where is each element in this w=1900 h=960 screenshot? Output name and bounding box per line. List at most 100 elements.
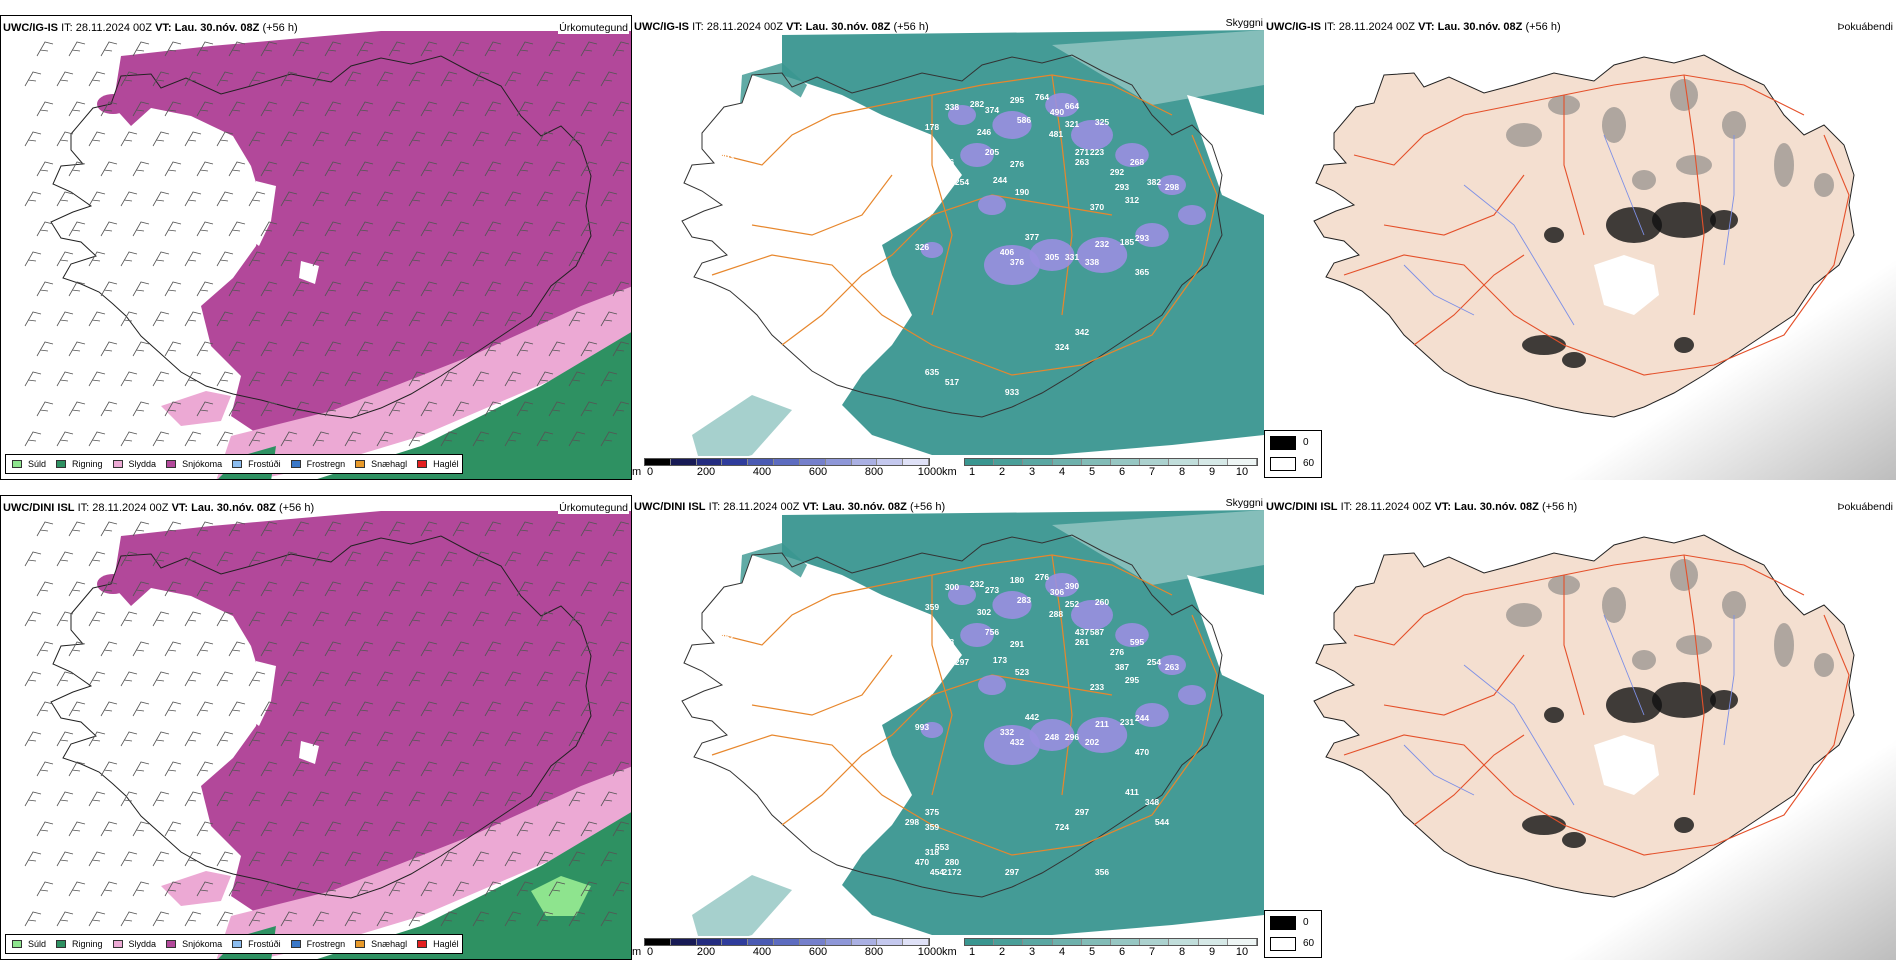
legend-label: Súld bbox=[28, 459, 47, 469]
lead-time: (+56 h) bbox=[909, 501, 946, 513]
sleet-patch bbox=[161, 871, 231, 906]
legend-swatch bbox=[232, 940, 243, 948]
elevation-label: 370 bbox=[1090, 202, 1104, 212]
visibility-colorbar: km 1 2 3 4 5 6 7 8 9 10 bbox=[942, 456, 1260, 478]
visibility-tick: 1 bbox=[968, 466, 976, 478]
road-network bbox=[1343, 74, 1850, 376]
base-tick: 800 bbox=[864, 946, 884, 958]
it-value: 28.11.2024 00Z bbox=[706, 21, 783, 33]
panel-title: Úrkomutegund bbox=[558, 22, 629, 34]
elevation-label: 470 bbox=[915, 857, 929, 867]
elevation-label: 276 bbox=[1110, 647, 1124, 657]
rain-area bbox=[317, 812, 631, 959]
elevation-label: 442 bbox=[1025, 712, 1039, 722]
elevation-label: 244 bbox=[1135, 713, 1149, 723]
visibility-tick: 9 bbox=[1208, 466, 1216, 478]
legend-label: Haglél bbox=[433, 939, 459, 949]
visibility-tick: 10 bbox=[1235, 466, 1249, 478]
legend-swatch bbox=[12, 940, 22, 948]
clear-zone bbox=[1594, 255, 1659, 315]
legend-swatch bbox=[290, 460, 301, 468]
legend-item: Slydda bbox=[112, 459, 156, 469]
clear-area bbox=[1187, 95, 1264, 215]
legend-swatch bbox=[166, 460, 177, 468]
base-tick: 1000 bbox=[917, 946, 943, 958]
elevation-label: 454 bbox=[930, 867, 944, 877]
vt-value: Lau. 30.nóv. 08Z bbox=[822, 501, 907, 513]
base-unit: m bbox=[632, 466, 642, 478]
vt-label: VT: bbox=[1418, 21, 1435, 33]
visibility-tick: 3 bbox=[1028, 466, 1036, 478]
fog-key-black-label: 0 bbox=[1303, 917, 1309, 928]
fog-indicator-panel: UWC/IG-IS IT: 28.11.2024 00Z VT: Lau. 30… bbox=[1264, 15, 1896, 480]
legend-swatch bbox=[166, 940, 177, 948]
elevation-label: 297 bbox=[1005, 867, 1019, 877]
elevation-label: 523 bbox=[1015, 667, 1029, 677]
fog-key: 0 60 bbox=[1264, 430, 1322, 478]
fog-patches bbox=[1506, 79, 1834, 197]
elevation-label: 411 bbox=[1125, 787, 1139, 797]
legend-label: Rigning bbox=[72, 939, 103, 949]
visibility-tick: 5 bbox=[1088, 466, 1096, 478]
elevation-label: 387 bbox=[1115, 662, 1129, 672]
land-area bbox=[1313, 54, 1855, 418]
elevation-label: 375 bbox=[925, 807, 939, 817]
elevation-label: 173 bbox=[993, 655, 1007, 665]
sleet-band bbox=[216, 766, 631, 959]
visibility-tick: 4 bbox=[1058, 946, 1066, 958]
elevation-label: 178 bbox=[925, 122, 939, 132]
base-tick: 200 bbox=[696, 946, 716, 958]
it-label: IT: bbox=[1324, 21, 1336, 33]
elevation-label: 470 bbox=[1135, 747, 1149, 757]
elevation-label: 295 bbox=[1010, 95, 1024, 105]
elevation-label: 231 bbox=[1120, 717, 1134, 727]
base-tick: 600 bbox=[808, 466, 828, 478]
legend-swatch bbox=[56, 460, 67, 468]
elevation-label: 268 bbox=[1130, 157, 1144, 167]
elevation-label: 724 bbox=[1055, 822, 1069, 832]
it-label: IT: bbox=[77, 502, 90, 514]
elevation-label: 933 bbox=[1005, 387, 1019, 397]
low-cloud-patch bbox=[692, 875, 792, 950]
base-tick: 400 bbox=[752, 946, 772, 958]
road-network bbox=[711, 74, 1218, 376]
elevation-label: 273 bbox=[985, 585, 999, 595]
elevation-label: 186 bbox=[940, 157, 954, 167]
lead-time: (+56 h) bbox=[1541, 501, 1578, 513]
panel-header: UWC/IG-IS IT: 28.11.2024 00Z VT: Lau. 30… bbox=[3, 22, 298, 34]
elevation-label: 254 bbox=[1147, 657, 1161, 667]
fog-indicator-map bbox=[1264, 495, 1896, 960]
elevation-label: 260 bbox=[1095, 597, 1109, 607]
colorbar-visibility bbox=[964, 938, 1258, 946]
legend-item: Snjókoma bbox=[166, 939, 222, 949]
rain-area bbox=[317, 332, 631, 479]
legend-label: Snjókoma bbox=[182, 459, 223, 469]
river-network bbox=[1403, 134, 1735, 326]
elevation-label: 295 bbox=[1125, 675, 1139, 685]
vt-value: Lau. 30.nóv. 08Z bbox=[1454, 501, 1539, 513]
legend-label: Snjókoma bbox=[182, 939, 223, 949]
elevation-label: 261 bbox=[1075, 637, 1089, 647]
elevation-label: 292 bbox=[1110, 167, 1124, 177]
fog-key-black bbox=[1270, 436, 1296, 450]
elevation-label: 271 bbox=[1075, 147, 1089, 157]
legend-item: Súld bbox=[12, 459, 46, 469]
visibility-tick: 6 bbox=[1118, 946, 1126, 958]
precip-legend: Súld Rigning Slydda Snjókoma Frostúði Frostre… bbox=[5, 454, 463, 474]
clear-area bbox=[1187, 575, 1264, 695]
elevation-label: 297 bbox=[1075, 807, 1089, 817]
elevation-label: 635 bbox=[925, 367, 939, 377]
vt-label: VT: bbox=[786, 21, 803, 33]
elevation-label: 298 bbox=[1165, 182, 1179, 192]
coastline bbox=[50, 55, 592, 419]
cloud-base-panel: 338 282 374 295 764 490 664 178 246 586 481 321 325 8… bbox=[632, 15, 1264, 480]
visibility-tick: 2 bbox=[998, 946, 1006, 958]
cloud-base-patches bbox=[920, 93, 1206, 285]
vt-label: VT: bbox=[1434, 501, 1452, 513]
elevation-label: 252 bbox=[720, 632, 734, 642]
legend-item: Haglél bbox=[417, 459, 459, 469]
model-name: UWC/IG-IS bbox=[1266, 21, 1321, 33]
clear-patch bbox=[299, 741, 319, 764]
legend-item: Snæhagl bbox=[355, 459, 407, 469]
base-tick: 1000 bbox=[917, 466, 943, 478]
